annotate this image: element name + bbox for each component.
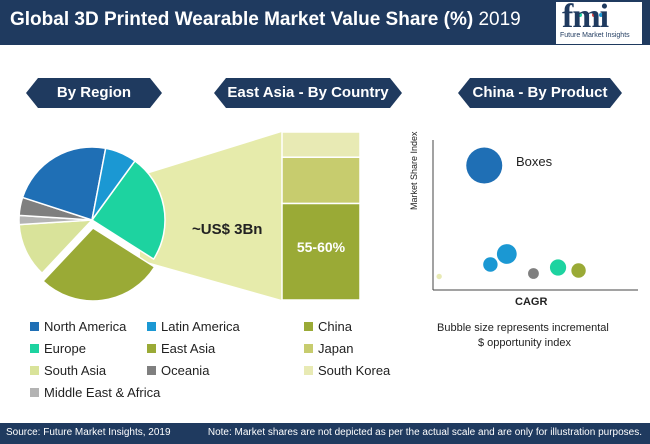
logo-dots-icon: [578, 4, 606, 22]
banner-product-shape: [458, 78, 622, 108]
legend-item-north-america: North America: [30, 319, 126, 334]
bubble-point-4: [549, 259, 567, 276]
banner-region-shape: [26, 78, 162, 108]
header-bar: Global 3D Printed Wearable Market Value …: [0, 0, 650, 45]
pie-to-bar-connector: [140, 132, 282, 300]
legend-item-europe: Europe: [30, 341, 86, 356]
bubble-point-1: [496, 244, 517, 264]
bubble-note-line2: $ opportunity index: [478, 337, 571, 349]
bar-segment-china: [281, 202, 361, 301]
legend-swatch: [147, 322, 156, 331]
bubble-point-2: [483, 257, 498, 272]
logo-text: fmi: [562, 0, 609, 35]
fmi-logo: fmi Future Market Insights: [556, 0, 642, 44]
pie-slice-latin-america: [91, 147, 136, 221]
banner-region-text: By Region: [56, 84, 132, 101]
bar-segment-japan: [281, 156, 361, 205]
footer-source: Source: Future Market Insights, 2019: [6, 427, 171, 438]
legend-item-japan: Japan: [304, 341, 353, 356]
legend-swatch: [30, 322, 39, 331]
footer-bar: Source: Future Market Insights, 2019 Not…: [0, 423, 650, 444]
bar-segment-south-korea: [281, 131, 361, 158]
country-stacked-bar: [281, 131, 361, 301]
banner-country-text: East Asia - By Country: [227, 84, 389, 101]
pie-callout: ~US$ 3Bn: [192, 221, 263, 238]
banner-product-text: China - By Product: [472, 84, 608, 101]
banner-region: By Region: [26, 78, 162, 108]
pie-slice-north-america: [21, 146, 107, 221]
banner-country-shape: [214, 78, 402, 108]
bar-to-scatter-connector: [360, 148, 420, 300]
legend-item-south-asia: South Asia: [30, 363, 106, 378]
legend-swatch: [30, 344, 39, 353]
legend-swatch: [30, 366, 39, 375]
banner-country: East Asia - By Country: [214, 78, 402, 108]
legend-item-latin-america: Latin America: [147, 319, 240, 334]
legend-item-east-asia: East Asia: [147, 341, 215, 356]
legend-item-china: China: [304, 319, 352, 334]
legend-item-south-korea: South Korea: [304, 363, 390, 378]
bubble-note-line1: Bubble size represents incremental: [437, 322, 609, 334]
logo-subtitle: Future Market Insights: [560, 32, 630, 39]
legend-swatch: [147, 344, 156, 353]
bubble-boxes: [466, 147, 503, 184]
legend-swatch: [30, 388, 39, 397]
pie-slice-europe: [90, 159, 166, 261]
legend-swatch: [147, 366, 156, 375]
scatter-ylabel: Market Share Index: [409, 131, 419, 210]
chart-title-year: 2019: [478, 9, 521, 30]
chart-title-text: Global 3D Printed Wearable Market Value …: [10, 9, 474, 30]
scatter-xlabel: CAGR: [515, 296, 548, 308]
legend-swatch: [304, 322, 313, 331]
legend-item-middle-east-africa: Middle East & Africa: [30, 385, 160, 400]
product-bubble-chart: [432, 140, 638, 291]
region-pie-chart: [18, 146, 166, 302]
legend-swatch: [304, 366, 313, 375]
pie-slice-east-asia: [41, 226, 156, 302]
legend-swatch: [304, 344, 313, 353]
bubble-point-6: [436, 273, 442, 280]
banner-product: China - By Product: [458, 78, 622, 108]
bubble-point-3: [528, 268, 539, 279]
bubble-point-5: [571, 263, 586, 278]
bubble-label-boxes: Boxes: [516, 154, 553, 169]
chart-title: Global 3D Printed Wearable Market Value …: [10, 9, 521, 31]
bar-china-label: 55-60%: [296, 239, 346, 255]
legend-item-oceania: Oceania: [147, 363, 209, 378]
footer-note: Note: Market shares are not depicted as …: [207, 427, 642, 438]
